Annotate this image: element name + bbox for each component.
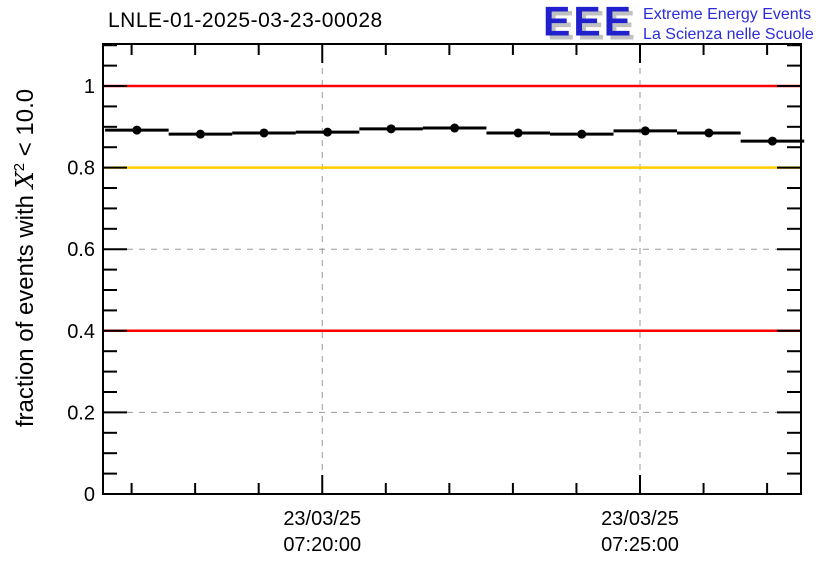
- eee-logo-line1: Extreme Energy Events: [643, 6, 812, 23]
- y-axis-title-prefix: fraction of events with: [12, 188, 39, 428]
- y-tick-label: 0.4: [67, 321, 95, 343]
- x-tick-label-time: 07:20:00: [283, 534, 361, 556]
- chart-title: LNLE-01-2025-03-23-00028: [108, 9, 383, 32]
- data-point: [323, 127, 333, 137]
- eee-logo-text: Extreme Energy Events La Scienza nelle S…: [643, 2, 814, 45]
- plot-frame: [102, 43, 802, 495]
- data-point: [513, 128, 523, 138]
- chi-exponent: 2: [12, 162, 28, 172]
- data-point: [132, 125, 142, 135]
- y-tick-label: 0: [84, 484, 95, 506]
- data-point: [195, 129, 205, 139]
- data-point: [259, 128, 269, 138]
- x-tick-label-date: 23/03/25: [601, 508, 679, 530]
- data-point: [450, 123, 460, 133]
- chi-symbol: X: [11, 171, 39, 189]
- y-axis-title-suffix: < 10.0: [12, 88, 39, 163]
- data-point: [577, 129, 587, 139]
- x-tick-label-date: 23/03/25: [283, 508, 361, 530]
- eee-logo-acronym: EEE: [543, 0, 635, 45]
- eee-logo: EEE Extreme Energy Events La Scienza nel…: [543, 0, 814, 45]
- data-point: [704, 128, 714, 138]
- y-tick-label: 0.6: [67, 239, 95, 261]
- y-tick-label: 0.2: [67, 402, 95, 424]
- data-point: [767, 136, 777, 146]
- data-point: [386, 124, 396, 134]
- eee-logo-line2: La Scienza nelle Scuole: [643, 26, 814, 43]
- y-tick-label: 1: [84, 76, 95, 98]
- x-tick-label-time: 07:25:00: [601, 534, 679, 556]
- y-axis-title: fraction of events with X2 < 10.0: [11, 33, 41, 483]
- y-tick-label: 0.8: [67, 158, 95, 180]
- data-point: [640, 126, 650, 136]
